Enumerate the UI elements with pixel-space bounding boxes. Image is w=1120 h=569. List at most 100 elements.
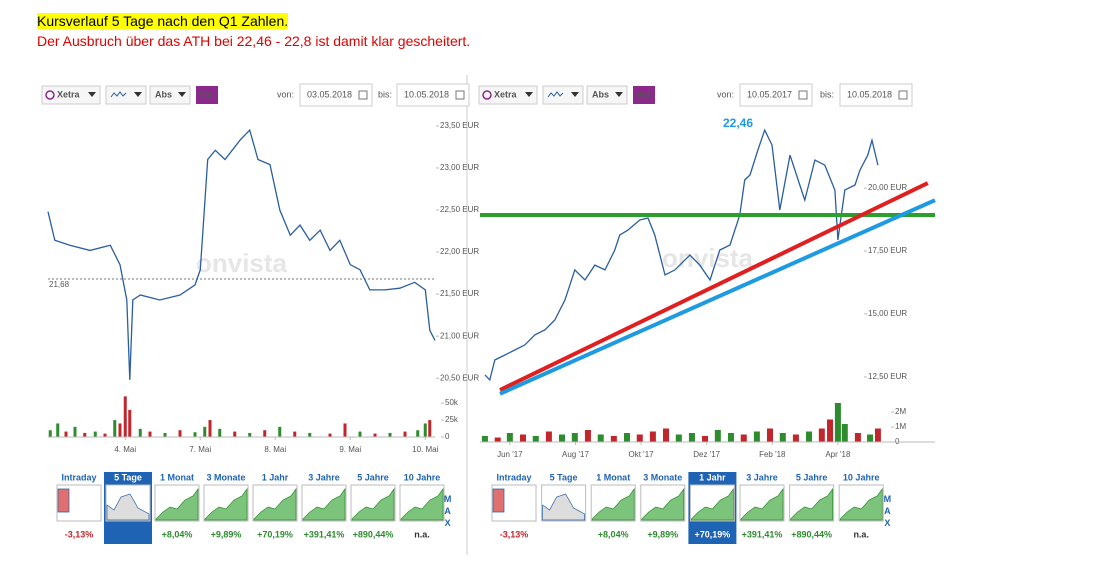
max-label[interactable]: MAX	[882, 494, 892, 530]
to-date[interactable]	[839, 83, 913, 107]
volume-bar	[584, 430, 591, 442]
reference-label: 21,68	[49, 280, 70, 289]
x-tick-label: 4. Mai	[114, 445, 136, 454]
tab-change: +9,89%	[211, 529, 242, 539]
tab-label[interactable]: 3 Jahre	[746, 472, 778, 482]
volume-bar	[208, 420, 212, 437]
tab-change: +890,44%	[791, 529, 832, 539]
from-date[interactable]	[739, 83, 813, 107]
max-label[interactable]: MAX	[443, 494, 453, 530]
volume-bar	[688, 433, 695, 442]
y-tick-label: 50k	[445, 398, 459, 407]
tab-label[interactable]: 3 Jahre	[308, 472, 340, 482]
subtitle: Der Ausbruch über das ATH bei 22,46 - 22…	[37, 33, 471, 49]
thumbnail-shape	[839, 487, 883, 521]
volume-bar	[233, 431, 237, 437]
y-tick-label: 22,50 EUR	[440, 205, 479, 214]
tab-label[interactable]: 1 Jahr	[699, 472, 726, 482]
y-tick-label: 15,00 EUR	[868, 309, 907, 318]
dropdown	[571, 92, 579, 97]
volume-bar	[163, 432, 167, 437]
y-tick-label: 21,00 EUR	[440, 331, 479, 340]
header: Kursverlauf 5 Tage nach den Q1 Zahlen. D…	[37, 11, 470, 51]
from-label: von:	[277, 89, 294, 99]
volume-bar	[792, 434, 799, 442]
volume-bar	[841, 424, 848, 442]
thumbnail-shape	[591, 487, 635, 521]
tab-label[interactable]: Intraday	[61, 472, 96, 482]
scale-button[interactable]	[149, 85, 191, 105]
thumbnail-shape	[253, 487, 297, 521]
volume-bar	[597, 434, 604, 442]
to-date[interactable]	[396, 83, 470, 107]
tab-label[interactable]: Intraday	[496, 472, 531, 482]
volume-bar	[854, 433, 861, 442]
tab-label[interactable]: 5 Tage	[114, 472, 142, 482]
x-tick-label: 7. Mai	[189, 445, 211, 454]
volume-bar	[532, 436, 539, 442]
volume-button[interactable]	[633, 86, 655, 104]
y-tick-label: 17,50 EUR	[868, 246, 907, 255]
tab-change: n.a.	[853, 529, 869, 539]
volume-bar	[481, 436, 488, 442]
volume-bar	[113, 420, 117, 437]
tab-label[interactable]: 1 Jahr	[262, 472, 289, 482]
volume-bar	[203, 426, 207, 437]
calendar-icon	[358, 90, 368, 100]
thumbnail-shape	[204, 487, 248, 521]
tab-label[interactable]: 5 Jahre	[357, 472, 389, 482]
thumbnail-shape	[542, 493, 585, 521]
tab-label[interactable]: 1 Monat	[596, 472, 630, 482]
thumbnail-shape	[302, 487, 346, 521]
thumbnail-shape	[740, 487, 784, 521]
volume-bar	[293, 431, 297, 437]
tab-change: n.a.	[414, 529, 430, 539]
thumbnail-shape	[155, 487, 199, 521]
x-tick-label: 8. Mai	[264, 445, 286, 454]
volume-bar	[328, 433, 332, 437]
dropdown	[178, 92, 186, 97]
tab-change: +70,19%	[257, 529, 293, 539]
thumbnail-shape	[400, 487, 444, 521]
scale-button[interactable]	[586, 85, 628, 105]
dropdown	[525, 92, 533, 97]
exchange: Xetra	[494, 89, 518, 99]
from-date-text: 10.05.2017	[747, 89, 792, 99]
tab-label[interactable]: 1 Monat	[160, 472, 194, 482]
volume-bar	[727, 433, 734, 442]
from-date[interactable]	[299, 83, 373, 107]
y-tick-label: 23,00 EUR	[440, 163, 479, 172]
volume-bar	[248, 432, 252, 437]
tab-label[interactable]: 3 Monate	[206, 472, 245, 482]
calendar-icon	[455, 90, 465, 100]
tab-change: +9,89%	[647, 529, 678, 539]
chart-type-button[interactable]	[105, 85, 147, 105]
tab-label[interactable]: 10 Jahre	[843, 472, 880, 482]
y-tick-label: 12,50 EUR	[868, 372, 907, 381]
volume-bar	[806, 431, 813, 442]
calendar-icon	[898, 90, 908, 100]
volume-bar	[343, 423, 347, 437]
tab-label[interactable]: 3 Monate	[643, 472, 682, 482]
exchange-button[interactable]	[478, 85, 538, 105]
tab-label[interactable]: 5 Tage	[550, 472, 578, 482]
volume-bar	[818, 428, 825, 442]
tab-label[interactable]: 10 Jahre	[404, 472, 441, 482]
y-tick-label: 22,00 EUR	[440, 247, 479, 256]
thumbnail-shape	[641, 487, 685, 521]
volume-bar	[834, 403, 841, 442]
volume-bar	[193, 432, 197, 437]
tab-label[interactable]: 5 Jahre	[796, 472, 828, 482]
volume-bar	[178, 430, 182, 437]
exchange-button[interactable]	[41, 85, 101, 105]
volume-bar	[663, 428, 670, 442]
volume-bar	[766, 428, 773, 442]
thumbnail-shape	[351, 487, 395, 521]
volume-bar	[428, 420, 432, 437]
volume-button[interactable]	[196, 86, 218, 104]
chart-type-button[interactable]	[542, 85, 584, 105]
volume-bar	[623, 433, 630, 442]
volume-bar	[64, 431, 68, 437]
volume-bar	[559, 434, 566, 442]
